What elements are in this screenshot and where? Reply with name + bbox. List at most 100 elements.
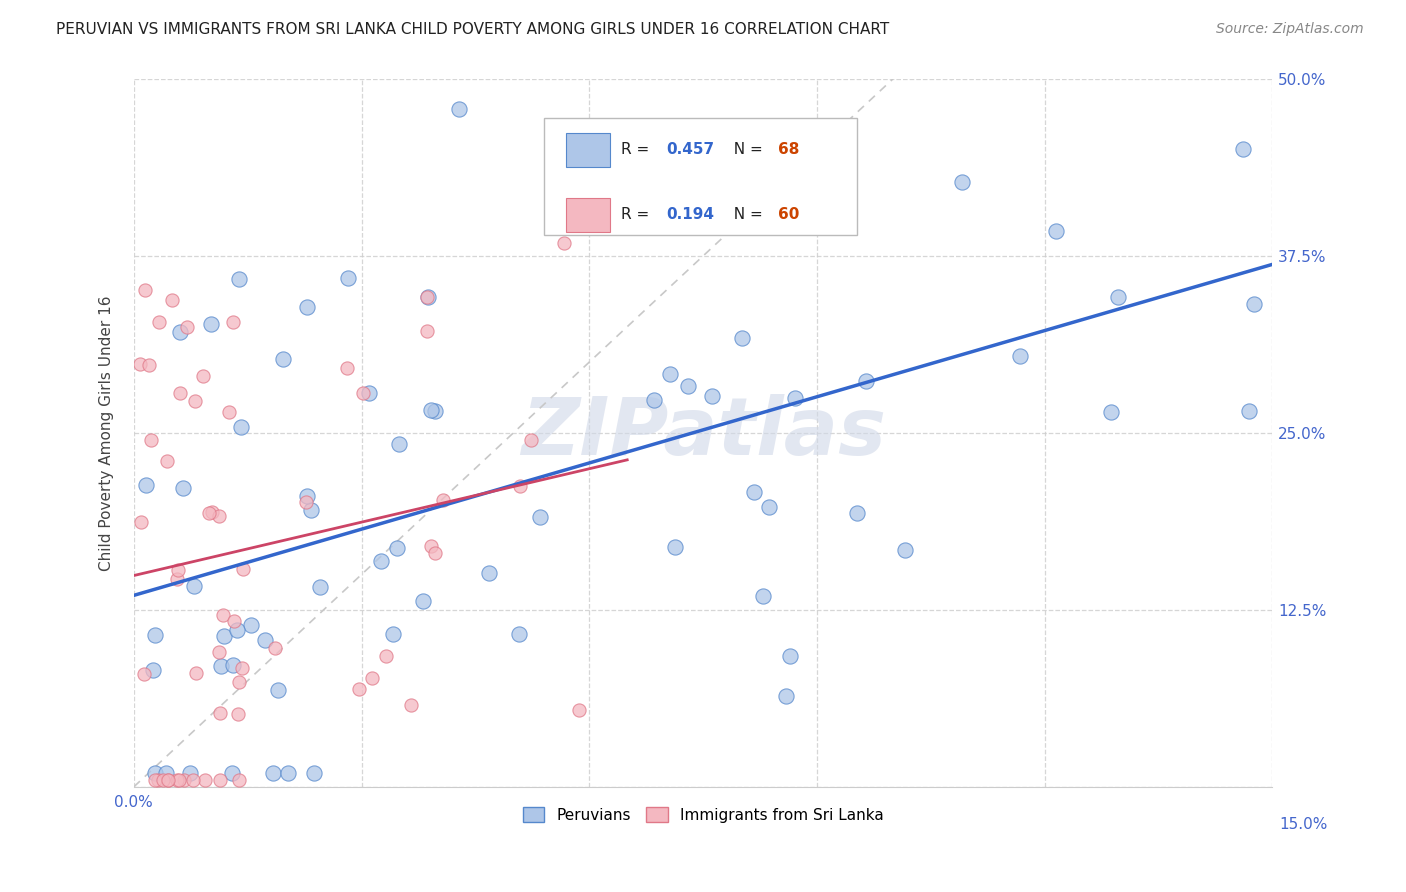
Point xyxy=(758,500,780,514)
Point xyxy=(212,630,235,644)
Point xyxy=(659,367,682,381)
Point xyxy=(1243,297,1265,311)
Point xyxy=(173,772,195,787)
Point xyxy=(143,628,166,642)
Text: Source: ZipAtlas.com: Source: ZipAtlas.com xyxy=(1216,22,1364,37)
Point xyxy=(200,318,222,332)
Point xyxy=(156,772,179,787)
Point xyxy=(423,403,446,417)
Point xyxy=(894,543,917,558)
Point xyxy=(184,394,207,409)
Point xyxy=(775,689,797,703)
Point xyxy=(143,765,166,780)
Text: R =: R = xyxy=(621,207,659,222)
Point xyxy=(359,386,381,401)
Point xyxy=(277,765,299,780)
Point xyxy=(1092,44,1115,58)
Point xyxy=(134,283,156,297)
Point xyxy=(211,607,233,622)
Point xyxy=(416,290,439,304)
Point xyxy=(509,479,531,493)
Point xyxy=(449,103,471,117)
Point xyxy=(412,594,434,608)
Point xyxy=(201,505,224,519)
Point xyxy=(254,633,277,648)
Point xyxy=(731,331,754,345)
Point xyxy=(401,698,423,713)
Y-axis label: Child Poverty Among Girls Under 16: Child Poverty Among Girls Under 16 xyxy=(100,295,114,571)
Point xyxy=(146,772,169,787)
Point xyxy=(308,580,330,594)
Point xyxy=(138,359,160,373)
Point xyxy=(1045,224,1067,238)
Point xyxy=(208,509,231,524)
Point xyxy=(267,683,290,698)
Text: 0.194: 0.194 xyxy=(666,207,714,222)
Legend: Peruvians, Immigrants from Sri Lanka: Peruvians, Immigrants from Sri Lanka xyxy=(516,800,890,829)
Point xyxy=(568,703,591,717)
Point xyxy=(176,319,198,334)
Point xyxy=(416,324,439,338)
Text: 15.0%: 15.0% xyxy=(1279,817,1327,832)
Point xyxy=(519,433,541,447)
Point xyxy=(228,674,250,689)
Point xyxy=(166,772,188,787)
Point xyxy=(218,405,240,419)
Point xyxy=(508,626,530,640)
Text: 68: 68 xyxy=(779,142,800,157)
Point xyxy=(855,375,877,389)
Point xyxy=(222,315,245,329)
Point xyxy=(157,772,180,787)
Point xyxy=(352,386,374,401)
Point xyxy=(209,706,232,720)
Point xyxy=(135,477,157,491)
Point xyxy=(336,270,359,285)
Point xyxy=(295,300,318,314)
Point xyxy=(231,419,253,434)
Point xyxy=(167,772,190,787)
Point xyxy=(295,494,318,508)
Point xyxy=(208,645,231,659)
Point xyxy=(225,623,247,637)
Point xyxy=(1232,142,1254,156)
Point xyxy=(167,563,190,577)
Text: N =: N = xyxy=(724,207,768,222)
Point xyxy=(388,436,411,450)
Text: N =: N = xyxy=(724,142,768,157)
Point xyxy=(166,572,188,586)
Point xyxy=(221,658,243,673)
Point xyxy=(676,379,699,393)
Point xyxy=(208,772,231,787)
Point xyxy=(643,392,665,407)
Point xyxy=(700,389,723,403)
Point xyxy=(143,772,166,787)
Point xyxy=(228,271,250,285)
Point xyxy=(228,772,250,787)
Point xyxy=(752,589,775,603)
Point xyxy=(381,627,404,641)
Point xyxy=(336,361,359,376)
Point xyxy=(183,579,205,593)
FancyBboxPatch shape xyxy=(544,118,856,235)
Point xyxy=(950,175,973,189)
Point xyxy=(129,515,152,529)
Point xyxy=(420,539,443,553)
Point xyxy=(783,391,806,405)
Point xyxy=(142,664,165,678)
Point xyxy=(155,765,177,780)
Point xyxy=(662,138,685,153)
Point xyxy=(419,403,441,417)
Point xyxy=(129,357,152,371)
Point xyxy=(846,506,869,520)
Point xyxy=(416,290,439,304)
Point xyxy=(149,44,172,58)
Point xyxy=(152,772,174,787)
Point xyxy=(333,46,356,61)
Point xyxy=(299,503,322,517)
FancyBboxPatch shape xyxy=(567,133,610,167)
Text: PERUVIAN VS IMMIGRANTS FROM SRI LANKA CHILD POVERTY AMONG GIRLS UNDER 16 CORRELA: PERUVIAN VS IMMIGRANTS FROM SRI LANKA CH… xyxy=(56,22,890,37)
Point xyxy=(347,681,370,696)
Point xyxy=(304,765,326,780)
Point xyxy=(232,562,254,576)
Point xyxy=(239,617,262,632)
